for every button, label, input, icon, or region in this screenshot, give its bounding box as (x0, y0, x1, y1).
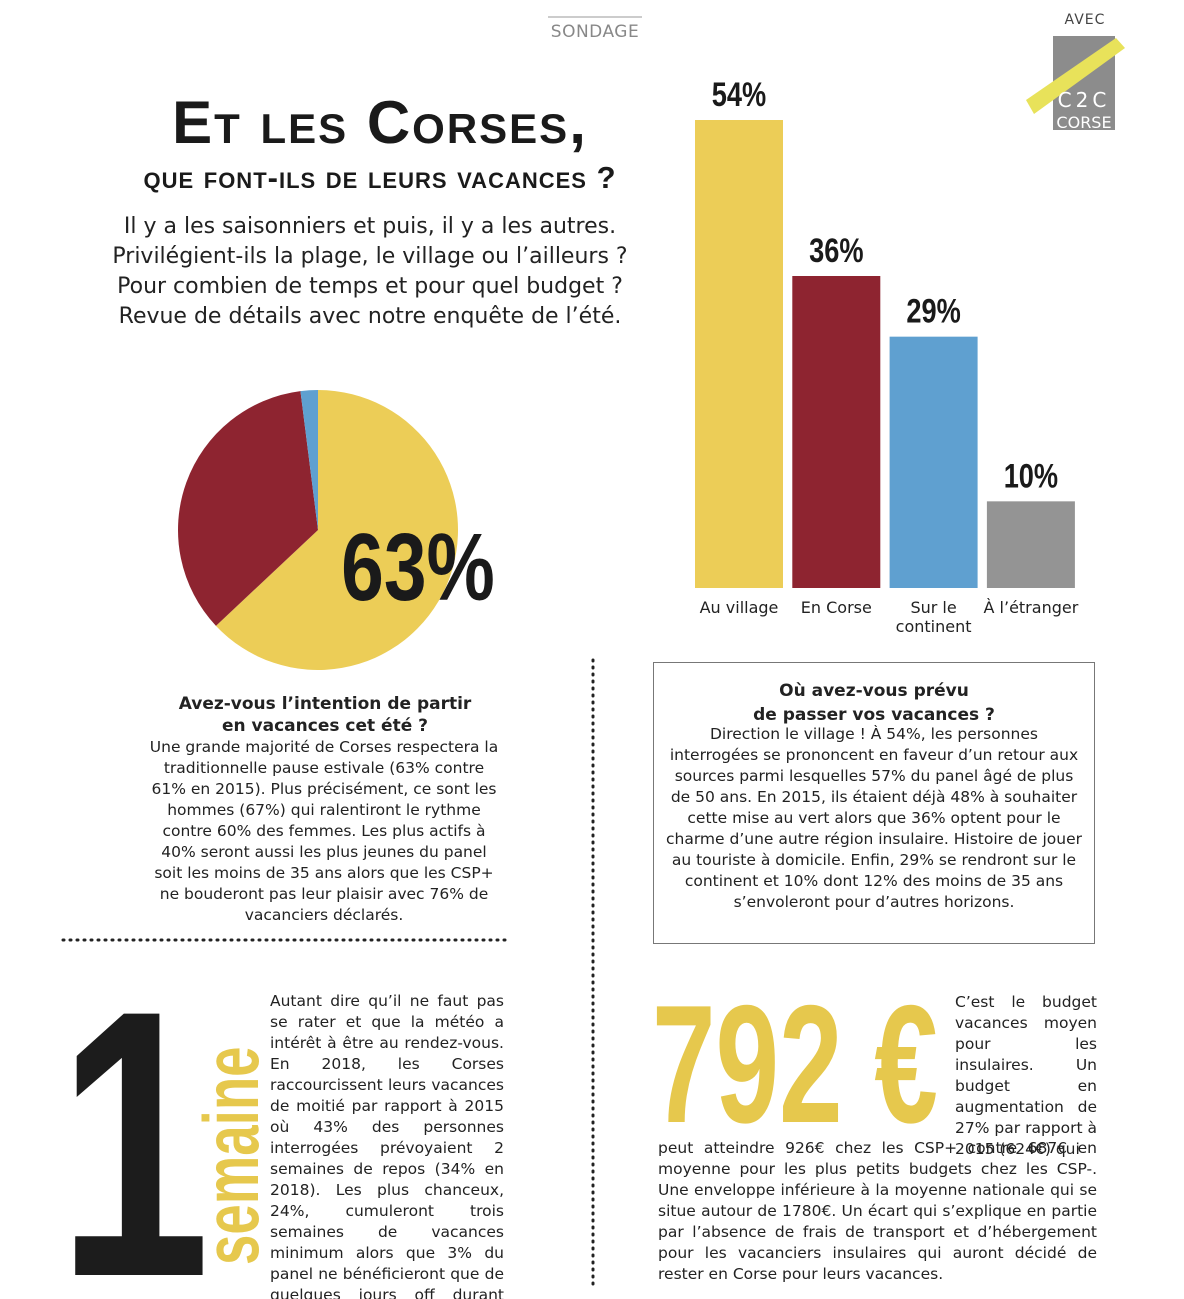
intro: Il y a les saisonniers et puis, il y a l… (70, 212, 670, 332)
logo-text: C2C (1057, 88, 1111, 112)
question-line: Où avez-vous prévu (779, 681, 969, 701)
bar (695, 120, 783, 588)
title: Et les Corses, (172, 89, 588, 156)
bar (986, 501, 1075, 588)
intro-line: Pour combien de temps et pour quel budge… (117, 274, 623, 299)
paragraph: Autant dire qu’il ne faut pas se rater e… (270, 992, 504, 1299)
logo-text: AVEC (1064, 12, 1106, 28)
intro-line: Il y a les saisonniers et puis, il y a l… (123, 214, 617, 239)
bar (889, 336, 978, 588)
pie-slice (178, 391, 318, 626)
question: Avez-vous l’intention de partir en vacan… (150, 693, 500, 737)
question: Où avez-vous prévu de passer vos vacance… (660, 679, 1088, 727)
intro-line: Revue de détails avec notre enquête de l… (118, 304, 622, 329)
bar (792, 276, 881, 588)
question-line: en vacances cet été ? (221, 716, 429, 736)
question-line: de passer vos vacances ? (753, 705, 995, 725)
paragraph: C’est le budget vacances moyen pour les … (955, 993, 1097, 1158)
category-label: Au village (699, 598, 779, 617)
pie-slice (215, 390, 458, 670)
pie-slice (300, 390, 318, 530)
text-box (653, 662, 1095, 944)
category-label: Sur le continent (895, 598, 972, 636)
week-number: 1 (58, 931, 211, 1299)
value-label: 63% (341, 514, 495, 621)
intro-line: Privilégient-ils la plage, le village ou… (112, 244, 628, 269)
category-label: En Corse (800, 598, 872, 617)
week-unit: semaine (187, 1046, 275, 1265)
budget-amount: 792 € (652, 970, 938, 1158)
value-label: 54% (712, 75, 766, 114)
paragraph: Direction le village ! À 54%, les person… (665, 725, 1082, 911)
value-label: 10% (1004, 456, 1058, 495)
subtitle: que font-ils de leurs vacances ? (143, 160, 617, 195)
category-label: À l’étranger (983, 598, 1079, 617)
value-label: 36% (809, 231, 863, 270)
paragraph: peut atteindre 926€ chez les CSP+ contre… (658, 1139, 1097, 1283)
value-label: 29% (906, 292, 960, 331)
logo-text: CORSE (1056, 113, 1112, 132)
paragraph: Une grande majorité de Corses respectera… (149, 738, 499, 924)
question-line: Avez-vous l’intention de partir (178, 694, 472, 714)
logo-stripe (1026, 38, 1125, 114)
section-label: SONDAGE (550, 22, 640, 42)
